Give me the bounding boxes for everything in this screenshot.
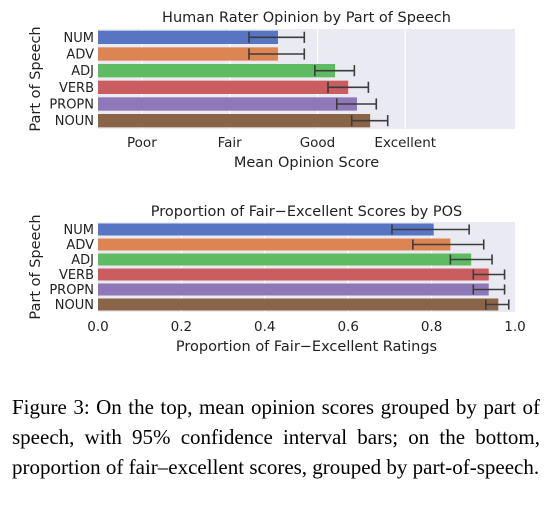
chart1-x-tick-label: Good (300, 135, 336, 151)
chart1-category-label-propn: PROPN (49, 98, 94, 113)
chart1-category-label-adj: ADJ (71, 64, 94, 79)
chart2-x-tick-label: 0.6 (337, 319, 358, 335)
chart2-category-label-verb: VERB (59, 268, 94, 283)
chart2-x-tick-label: 1.0 (504, 319, 525, 335)
chart1-x-tick-label: Fair (218, 135, 243, 151)
chart2-category-label-adj: ADJ (71, 253, 94, 268)
chart1-x-tick-label: Poor (127, 135, 157, 151)
chart1-category-label-verb: VERB (59, 81, 94, 96)
chart1-x-tick-label: Excellent (374, 135, 436, 151)
chart2-title: Proportion of Fair−Excellent Scores by P… (151, 204, 462, 220)
chart2-bar-num (98, 223, 434, 236)
chart2-category-label-propn: PROPN (49, 283, 94, 298)
chart1-bar-num (98, 30, 278, 44)
chart1-category-label-num: NUM (64, 31, 94, 46)
chart2-y-axis-label: Part of Speech (28, 214, 44, 319)
chart2-bar-verb (98, 268, 489, 281)
chart1-title: Human Rater Opinion by Part of Speech (162, 10, 451, 26)
chart2-category-label-noun: NOUN (55, 298, 94, 313)
chart2-plot-area (98, 222, 515, 312)
chart1-bar-adj (98, 64, 336, 78)
chart2-x-tick-label: 0.8 (421, 319, 442, 335)
chart1-category-label-adv: ADV (66, 48, 94, 63)
chart2-x-tick-label: 0.4 (254, 319, 275, 335)
chart2-bar-adj (98, 253, 472, 266)
chart2-x-tick-label: 0.0 (87, 319, 108, 335)
chart1-bar-noun (98, 114, 371, 128)
chart2-category-label-num: NUM (64, 223, 94, 238)
chart2-bar-propn (98, 283, 489, 296)
chart2-x-tick-label: 0.2 (171, 319, 192, 335)
chart2-x-axis-label: Proportion of Fair−Excellent Ratings (176, 339, 437, 355)
figure-caption: Figure 3: On the top, mean opinion score… (12, 395, 540, 479)
chart1-x-axis-label: Mean Opinion Score (234, 155, 379, 171)
chart1-bar-adv (98, 47, 278, 61)
chart1-bar-propn (98, 97, 357, 111)
chart1-plot-area (98, 29, 515, 129)
chart1-bar-verb (98, 80, 349, 94)
chart2-bar-adv (98, 238, 451, 251)
chart1-category-label-noun: NOUN (55, 114, 94, 129)
chart2-category-label-adv: ADV (66, 238, 94, 253)
chart1-y-axis-label: Part of Speech (28, 26, 44, 131)
chart2-bar-noun (98, 298, 499, 311)
